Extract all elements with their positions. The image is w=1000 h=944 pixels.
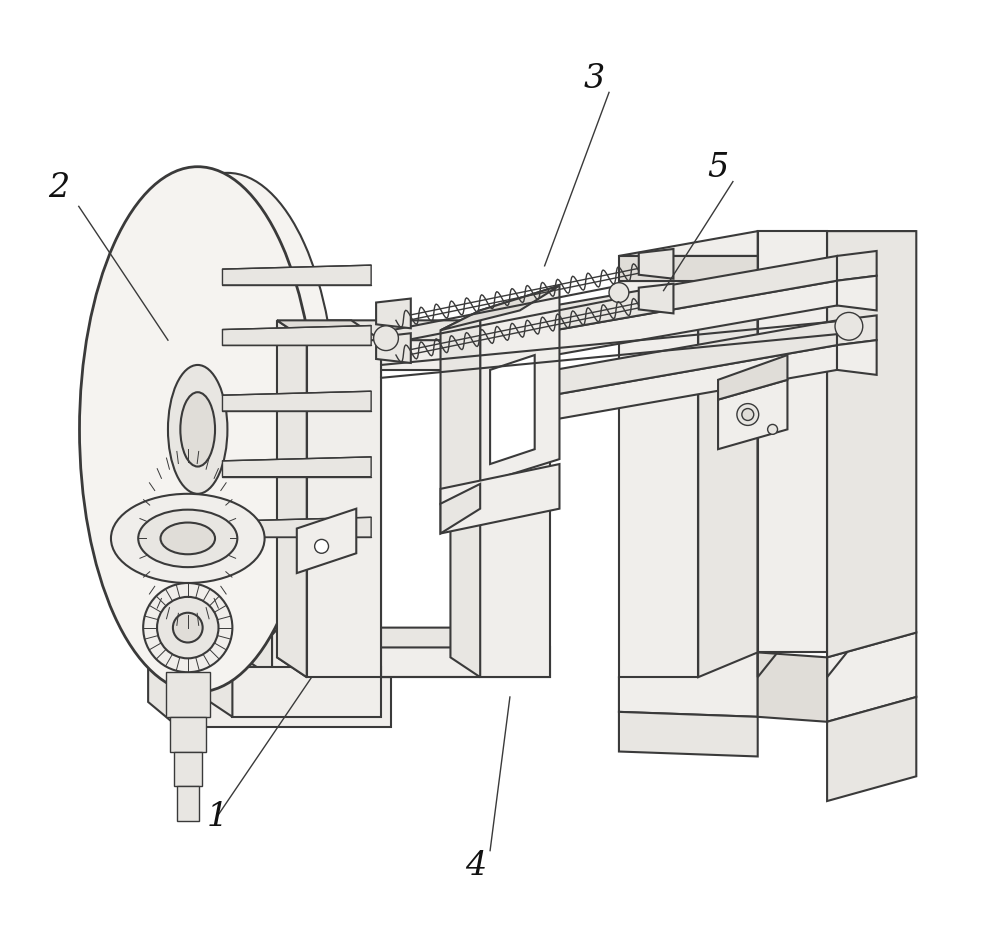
Polygon shape <box>272 341 341 678</box>
Ellipse shape <box>609 283 629 303</box>
Polygon shape <box>450 351 550 370</box>
Ellipse shape <box>315 540 329 554</box>
Polygon shape <box>619 257 778 281</box>
Polygon shape <box>203 648 232 717</box>
Polygon shape <box>758 232 827 652</box>
Polygon shape <box>555 346 837 420</box>
Polygon shape <box>222 327 371 346</box>
Ellipse shape <box>737 404 759 426</box>
Polygon shape <box>277 321 381 341</box>
Polygon shape <box>555 257 837 331</box>
Polygon shape <box>480 370 550 678</box>
Ellipse shape <box>180 393 215 467</box>
Text: 4: 4 <box>465 850 486 882</box>
Polygon shape <box>555 281 837 356</box>
Polygon shape <box>166 672 210 717</box>
Polygon shape <box>718 380 787 449</box>
Polygon shape <box>490 356 535 464</box>
Ellipse shape <box>768 425 778 435</box>
Polygon shape <box>242 321 550 341</box>
Polygon shape <box>222 458 371 478</box>
Ellipse shape <box>143 583 232 672</box>
Ellipse shape <box>835 313 863 341</box>
Polygon shape <box>376 334 411 363</box>
Polygon shape <box>222 517 371 537</box>
Text: 2: 2 <box>48 172 70 203</box>
Polygon shape <box>232 667 381 717</box>
Ellipse shape <box>161 523 215 555</box>
Polygon shape <box>837 341 877 376</box>
Polygon shape <box>619 652 758 717</box>
Polygon shape <box>718 356 787 400</box>
Polygon shape <box>376 299 411 329</box>
Ellipse shape <box>168 365 227 495</box>
Polygon shape <box>827 698 916 801</box>
Polygon shape <box>555 321 837 396</box>
Polygon shape <box>242 321 272 678</box>
Polygon shape <box>441 286 559 331</box>
Polygon shape <box>619 281 698 678</box>
Polygon shape <box>178 678 391 727</box>
Polygon shape <box>242 321 341 341</box>
Polygon shape <box>639 284 673 314</box>
Polygon shape <box>272 341 550 370</box>
Text: 5: 5 <box>707 152 729 183</box>
Polygon shape <box>480 286 559 484</box>
Polygon shape <box>242 628 550 648</box>
Polygon shape <box>837 277 877 312</box>
Polygon shape <box>277 321 307 678</box>
Polygon shape <box>758 652 827 722</box>
Polygon shape <box>837 316 877 346</box>
Polygon shape <box>450 351 480 678</box>
Ellipse shape <box>742 409 754 421</box>
Polygon shape <box>222 392 371 412</box>
Ellipse shape <box>119 174 336 656</box>
Polygon shape <box>441 464 559 534</box>
Polygon shape <box>297 509 356 574</box>
Polygon shape <box>827 632 916 722</box>
Ellipse shape <box>157 598 219 659</box>
Polygon shape <box>619 232 916 257</box>
Polygon shape <box>307 341 381 678</box>
Polygon shape <box>174 751 202 786</box>
Polygon shape <box>619 257 758 281</box>
Ellipse shape <box>138 510 237 567</box>
Ellipse shape <box>79 167 316 692</box>
Polygon shape <box>619 712 758 757</box>
Ellipse shape <box>173 613 203 643</box>
Polygon shape <box>178 652 391 678</box>
Polygon shape <box>170 717 206 751</box>
Polygon shape <box>441 484 480 534</box>
Ellipse shape <box>374 327 398 351</box>
Ellipse shape <box>111 495 265 583</box>
Polygon shape <box>272 648 550 678</box>
Polygon shape <box>827 232 916 658</box>
Text: 1: 1 <box>207 801 228 832</box>
Polygon shape <box>639 250 673 279</box>
Polygon shape <box>177 786 199 821</box>
Polygon shape <box>837 252 877 281</box>
Text: 3: 3 <box>584 62 605 94</box>
Polygon shape <box>148 652 178 727</box>
Polygon shape <box>441 312 480 504</box>
Polygon shape <box>222 266 371 286</box>
Polygon shape <box>698 257 758 678</box>
